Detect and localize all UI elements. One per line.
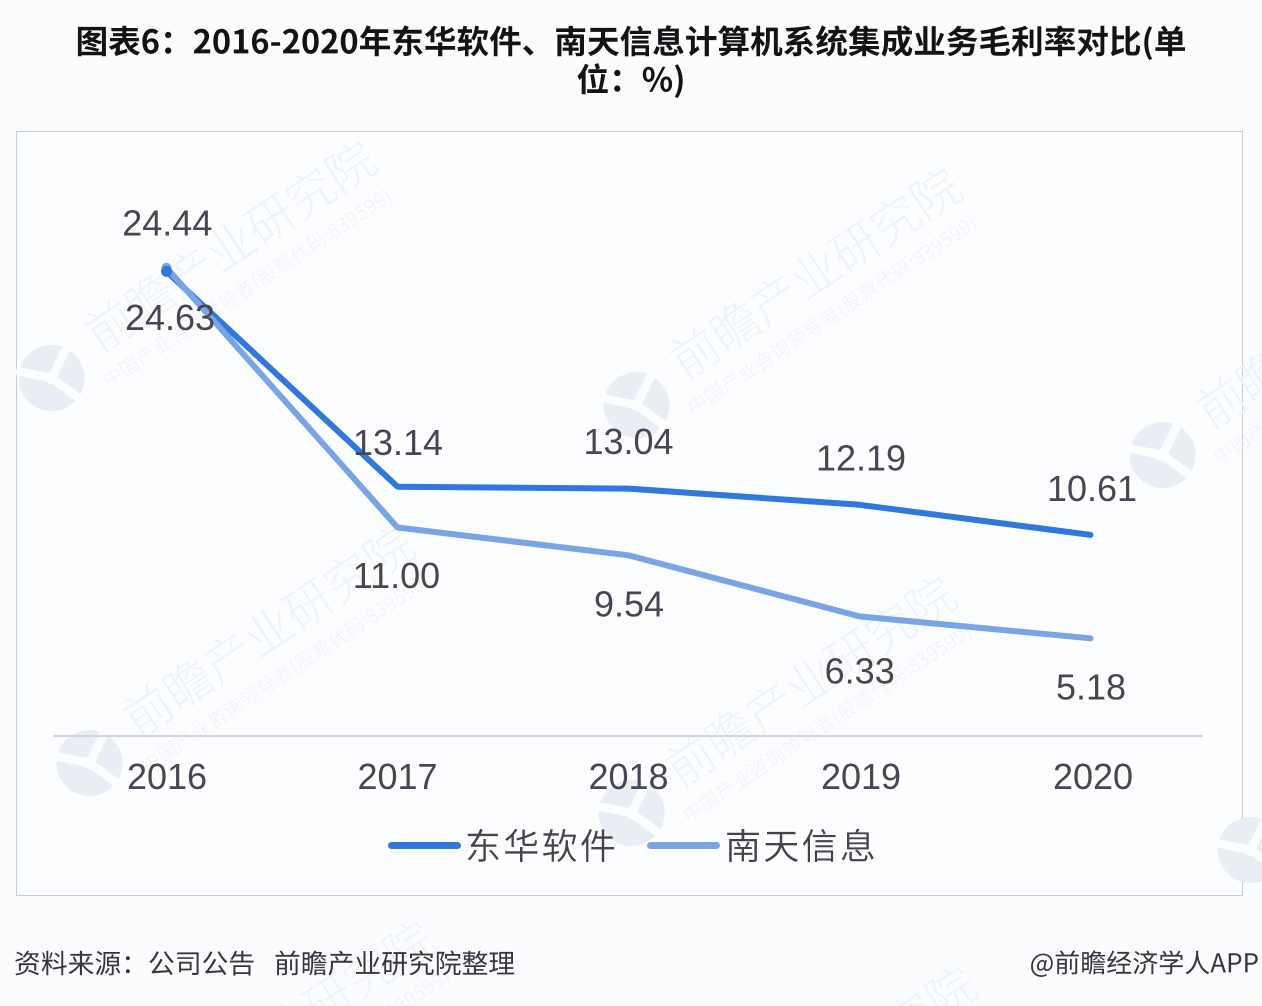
svg-text:2017: 2017: [357, 756, 437, 797]
svg-text:10.61: 10.61: [1047, 468, 1137, 509]
svg-text:2020: 2020: [1053, 756, 1133, 797]
svg-text:6.33: 6.33: [825, 650, 895, 691]
svg-text:13.04: 13.04: [583, 421, 673, 462]
svg-text:24.63: 24.63: [125, 297, 215, 338]
svg-text:11.00: 11.00: [353, 555, 440, 596]
svg-text:2016: 2016: [127, 756, 207, 797]
svg-text:2018: 2018: [588, 756, 668, 797]
svg-text:24.44: 24.44: [122, 202, 212, 243]
svg-text:13.14: 13.14: [353, 422, 443, 463]
svg-text:5.18: 5.18: [1056, 667, 1126, 708]
svg-text:9.54: 9.54: [594, 583, 664, 624]
svg-text:2019: 2019: [821, 756, 901, 797]
svg-text:12.19: 12.19: [816, 437, 906, 478]
